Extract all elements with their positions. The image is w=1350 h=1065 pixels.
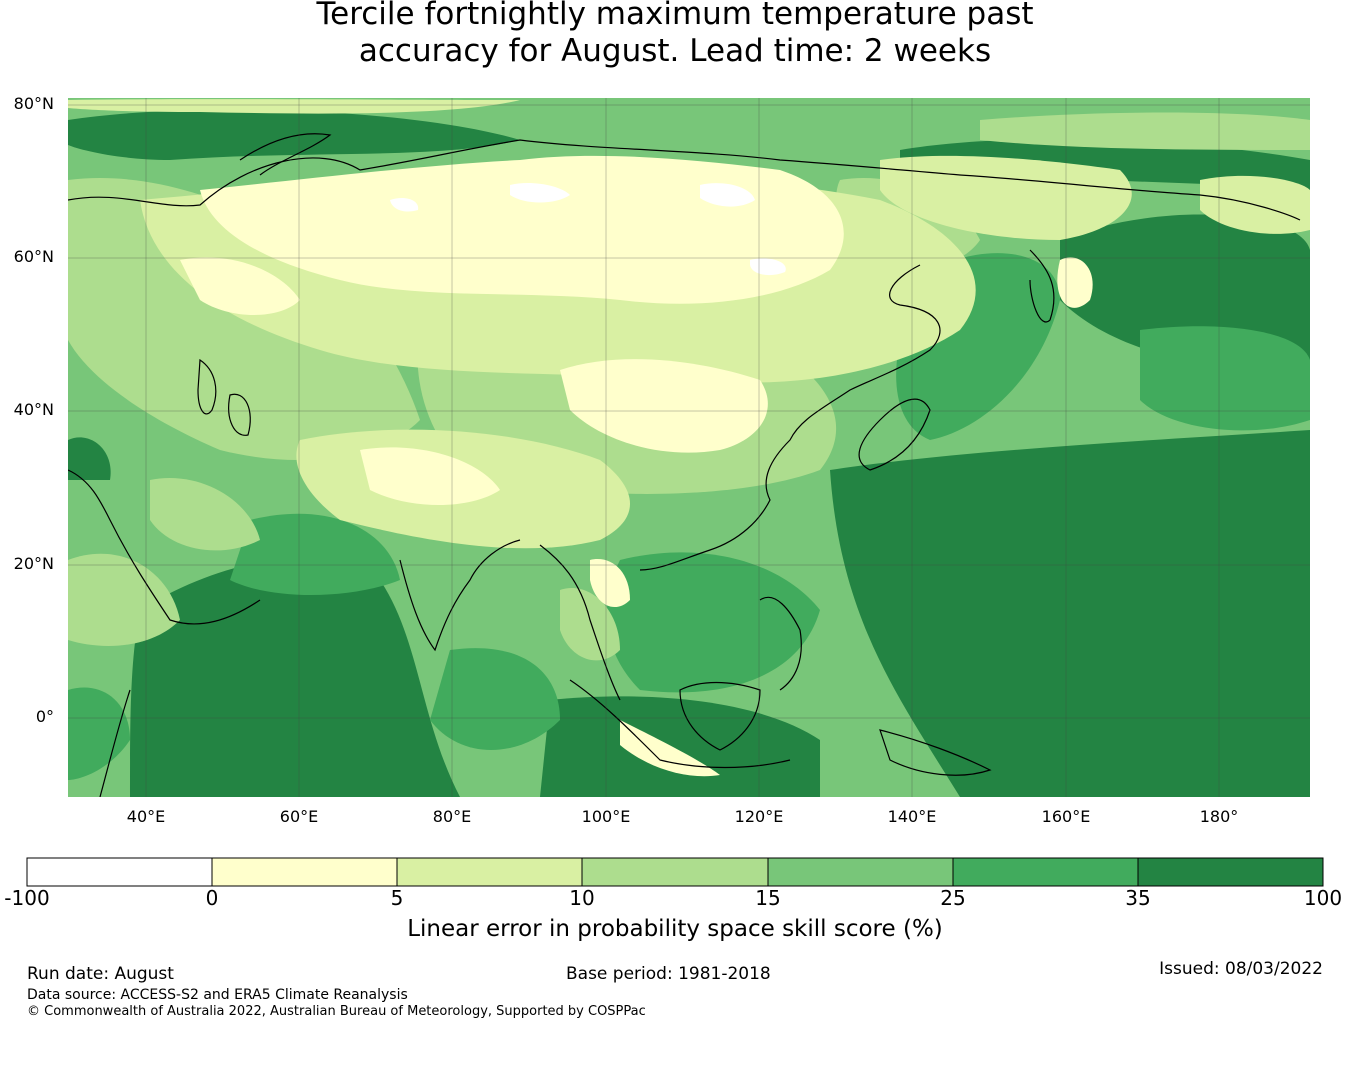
colorbar-tick-label: 25: [940, 886, 966, 910]
lat-label-80n: 80°N: [13, 94, 54, 113]
colorbar-label: Linear error in probability space skill …: [407, 916, 943, 942]
skill-0-5-regions: [180, 155, 1093, 777]
skill-field: [68, 98, 1310, 797]
colorbar-tick-label: -100: [4, 886, 50, 910]
issued-date: Issued: 08/03/2022: [1159, 959, 1323, 979]
lon-label-140e: 140°E: [887, 807, 937, 826]
title-line-2: accuracy for August. Lead time: 2 weeks: [358, 33, 992, 69]
lon-label-100e: 100°E: [581, 807, 631, 826]
copyright: © Commonwealth of Australia 2022, Austra…: [27, 1004, 646, 1019]
colorbar-segment-5: [768, 858, 953, 886]
colorbar-tick-label: 0: [205, 886, 219, 910]
chart-title: Tercile fortnightly maximum temperature …: [0, 0, 1350, 70]
lon-label-180: 180°: [1199, 807, 1239, 826]
lon-label-160e: 160°E: [1041, 807, 1091, 826]
base-period: Base period: 1981-2018: [566, 964, 771, 984]
colorbar-segment-2: [212, 858, 397, 886]
data-source: Data source: ACCESS-S2 and ERA5 Climate …: [27, 987, 408, 1003]
lat-label-20n: 20°N: [13, 554, 54, 573]
colorbar-segment-6: [953, 858, 1138, 886]
coastlines: [68, 133, 1301, 797]
gridlines: [68, 98, 1310, 797]
colorbar-segment-1: [27, 858, 212, 886]
colorbar-tick-label: 5: [390, 886, 404, 910]
lon-label-60e: 60°E: [279, 807, 319, 826]
title-line-1: Tercile fortnightly maximum temperature …: [316, 0, 1034, 32]
skill-25-35-regions: [68, 253, 1310, 780]
skill-35-100-regions: [68, 109, 1310, 797]
colorbar-tick-label: 15: [755, 886, 781, 910]
colorbar-tick-label: 100: [1303, 886, 1343, 910]
run-date: Run date: August: [27, 964, 174, 984]
colorbar-segment-4: [582, 858, 768, 886]
colorbar-segment-7: [1138, 858, 1323, 886]
colorbar-segment-3: [397, 858, 582, 886]
lat-label-60n: 60°N: [13, 247, 54, 266]
lat-label-40n: 40°N: [13, 400, 54, 419]
colorbar-tick-label: 35: [1125, 886, 1151, 910]
lon-label-120e: 120°E: [734, 807, 784, 826]
lon-label-80e: 80°E: [432, 807, 472, 826]
lat-label-0: 0°: [35, 707, 54, 726]
colorbar-border: [26, 857, 1324, 887]
colorbar-tick-label: 10: [569, 886, 595, 910]
lon-label-40e: 40°E: [126, 807, 166, 826]
colorbar: [26, 857, 1324, 887]
